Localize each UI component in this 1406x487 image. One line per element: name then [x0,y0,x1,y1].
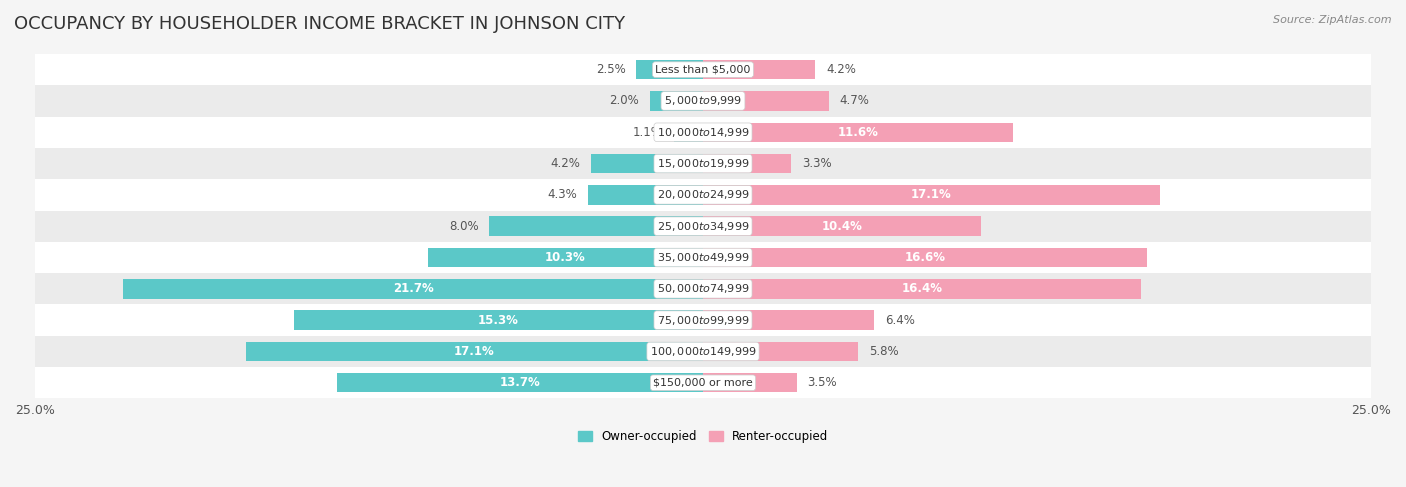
Bar [35,116,1371,148]
Bar [636,60,703,79]
Bar [246,342,703,361]
Text: OCCUPANCY BY HOUSEHOLDER INCOME BRACKET IN JOHNSON CITY: OCCUPANCY BY HOUSEHOLDER INCOME BRACKET … [14,15,626,33]
Bar [35,273,1371,304]
Bar [703,60,815,79]
Text: 17.1%: 17.1% [454,345,495,358]
Bar [35,179,1371,210]
Text: Less than $5,000: Less than $5,000 [655,65,751,75]
Bar [35,54,1371,85]
Text: 6.4%: 6.4% [884,314,914,327]
Text: $75,000 to $99,999: $75,000 to $99,999 [657,314,749,327]
Text: 4.2%: 4.2% [825,63,856,76]
Bar [35,85,1371,116]
Bar [489,217,703,236]
Bar [703,248,1147,267]
Bar [337,373,703,393]
Bar [588,185,703,205]
Bar [703,123,1012,142]
Text: 16.6%: 16.6% [904,251,945,264]
Bar [703,154,792,173]
Bar [35,336,1371,367]
Text: $35,000 to $49,999: $35,000 to $49,999 [657,251,749,264]
Text: 13.7%: 13.7% [499,376,540,389]
Bar [703,342,858,361]
Bar [650,91,703,111]
Text: $5,000 to $9,999: $5,000 to $9,999 [664,94,742,108]
Text: 16.4%: 16.4% [901,282,942,295]
Text: $100,000 to $149,999: $100,000 to $149,999 [650,345,756,358]
Text: 4.3%: 4.3% [548,188,578,202]
Text: 10.3%: 10.3% [546,251,586,264]
Bar [427,248,703,267]
Text: 2.0%: 2.0% [609,94,638,108]
Bar [591,154,703,173]
Text: Source: ZipAtlas.com: Source: ZipAtlas.com [1274,15,1392,25]
Bar [294,310,703,330]
Text: $25,000 to $34,999: $25,000 to $34,999 [657,220,749,233]
Text: 5.8%: 5.8% [869,345,898,358]
Text: 8.0%: 8.0% [449,220,478,233]
Bar [703,217,981,236]
Bar [35,367,1371,398]
Text: 3.5%: 3.5% [807,376,837,389]
Text: $50,000 to $74,999: $50,000 to $74,999 [657,282,749,295]
Text: $20,000 to $24,999: $20,000 to $24,999 [657,188,749,202]
Text: 17.1%: 17.1% [911,188,952,202]
Bar [703,185,1160,205]
Text: 3.3%: 3.3% [801,157,831,170]
Bar [703,373,797,393]
Bar [673,123,703,142]
Bar [124,279,703,299]
Text: $10,000 to $14,999: $10,000 to $14,999 [657,126,749,139]
Text: 1.1%: 1.1% [633,126,662,139]
Legend: Owner-occupied, Renter-occupied: Owner-occupied, Renter-occupied [572,425,834,448]
Text: $150,000 or more: $150,000 or more [654,378,752,388]
Text: 10.4%: 10.4% [821,220,862,233]
Text: 4.7%: 4.7% [839,94,869,108]
Bar [703,310,875,330]
Text: 21.7%: 21.7% [392,282,433,295]
Bar [703,91,828,111]
Bar [35,242,1371,273]
Bar [35,210,1371,242]
Text: $15,000 to $19,999: $15,000 to $19,999 [657,157,749,170]
Text: 4.2%: 4.2% [550,157,581,170]
Bar [35,304,1371,336]
Text: 11.6%: 11.6% [838,126,879,139]
Text: 2.5%: 2.5% [596,63,626,76]
Bar [35,148,1371,179]
Bar [703,279,1142,299]
Text: 15.3%: 15.3% [478,314,519,327]
